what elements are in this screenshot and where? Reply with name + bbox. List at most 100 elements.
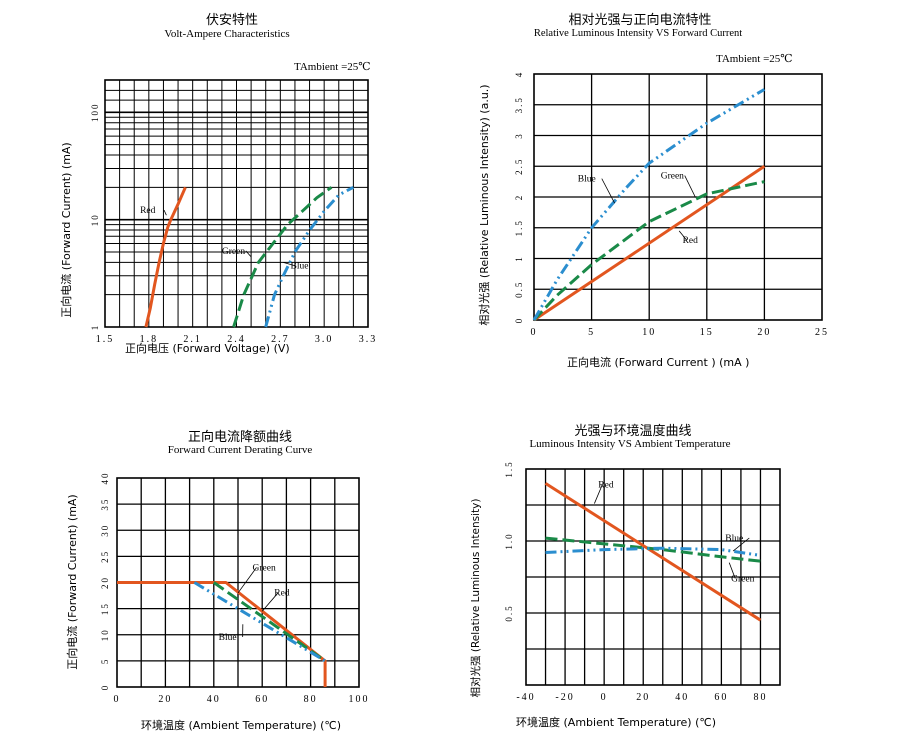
series-line-green [532, 180, 765, 322]
x-tick-label: 3.3 [359, 334, 378, 345]
series-label-red: Red [683, 236, 699, 246]
series-line-red [533, 165, 766, 322]
y-tick-label: 15 [100, 602, 110, 615]
x-tick-label: 0 [601, 692, 608, 703]
x-axis-label: 环境温度 (Ambient Temperature) (℃) [141, 718, 341, 732]
callout-leader [245, 250, 252, 258]
x-tick-label: 10 [642, 327, 656, 338]
x-axis-label: 正向电流 (Forward Current ) (mA ) [567, 355, 749, 369]
x-tick-label: 3.0 [315, 334, 334, 345]
chart-title-en: Luminous Intensity VS Ambient Temperatur… [529, 438, 730, 450]
y-tick-label: 2 [514, 194, 524, 201]
callout-leader [684, 175, 696, 198]
series-line-red [544, 482, 762, 622]
y-tick-label: 40 [100, 472, 110, 485]
callout-leader [283, 261, 295, 266]
callout-leader [728, 562, 736, 579]
x-tick-label: 60 [255, 694, 269, 705]
y-axis-label: 相对光强 (Relative Luminous Intensity) [469, 499, 482, 698]
y-tick-label: 10 [100, 628, 110, 641]
series-label-green: Green [253, 563, 276, 573]
y-tick-label: 0 [100, 684, 110, 691]
x-tick-label: 25 [815, 327, 829, 338]
chart-title-cn: 正向电流降额曲线 [188, 429, 292, 445]
chart-title-cn: 伏安特性 [206, 13, 258, 28]
x-tick-label: -40 [516, 692, 535, 703]
x-tick-label: 2.4 [227, 334, 246, 345]
y-tick-label: 25 [100, 550, 110, 563]
x-tick-label: 100 [349, 694, 370, 705]
chart-title-en: Volt-Ampere Characteristics [164, 28, 289, 40]
x-tick-label: 0 [531, 327, 538, 338]
y-tick-label: 0.5 [514, 281, 524, 298]
y-tick-label: 1.5 [504, 460, 514, 477]
series-line-red [117, 581, 327, 687]
series-label-blue: Blue [219, 633, 237, 643]
y-tick-label: 3 [514, 132, 524, 139]
y-tick-label: 100 [90, 103, 100, 123]
y-tick-label: 0 [514, 317, 524, 324]
chart-volt-ampere: 伏安特性 Volt-Ampere Characteristics TAmbien… [59, 13, 378, 355]
callout-leader [261, 592, 279, 612]
y-axis-label: 相对光强 (Relative Luminous Intensity) (a.u.… [477, 84, 491, 325]
x-tick-label: 2.7 [271, 334, 290, 345]
x-tick-label: 40 [675, 692, 689, 703]
x-tick-label: 40 [207, 694, 221, 705]
y-tick-label: 20 [100, 576, 110, 589]
ambient-annotation: TAmbient =25℃ [294, 61, 371, 73]
x-tick-label: -20 [555, 692, 574, 703]
y-tick-label: 35 [100, 498, 110, 511]
y-axis-label: 正向电流 (Forward Current) (mA) [59, 142, 73, 317]
callout-leader [237, 567, 257, 594]
series-label-red: Red [274, 589, 290, 599]
series-line-green [232, 186, 333, 328]
series-label-blue: Blue [578, 175, 596, 185]
y-tick-label: 2.5 [514, 158, 524, 175]
x-tick-label: 20 [158, 694, 172, 705]
callout-leader [163, 209, 167, 216]
x-tick-label: 5 [588, 327, 595, 338]
x-tick-label: 20 [757, 327, 771, 338]
callout-leader [594, 484, 603, 504]
y-axis-label: 正向电流 (Forward Current) (mA) [65, 494, 79, 669]
x-tick-label: 1.8 [140, 334, 159, 345]
chart-intensity-vs-temperature: 光强与环境温度曲线 Luminous Intensity VS Ambient … [469, 423, 781, 729]
y-tick-label: 10 [90, 213, 100, 226]
x-axis-label: 正向电压 (Forward Voltage) (V) [125, 341, 290, 355]
y-tick-label: 4 [514, 71, 524, 78]
series-line-blue [532, 88, 766, 321]
ambient-annotation: TAmbient =25℃ [716, 53, 793, 65]
x-axis-label: 环境温度 (Ambient Temperature) (℃) [516, 715, 716, 729]
x-tick-label: 1.5 [96, 334, 115, 345]
y-tick-label: 1 [514, 255, 524, 262]
x-tick-label: 0 [114, 694, 121, 705]
y-tick-label: 5 [100, 658, 110, 665]
chart-luminous-intensity: 相对光强与正向电流特性 Relative Luminous Intensity … [477, 12, 829, 369]
series-line-green [212, 581, 326, 663]
x-tick-label: 2.1 [183, 334, 202, 345]
y-tick-label: 3.5 [514, 96, 524, 113]
x-tick-label: 80 [304, 694, 318, 705]
series-line-green [545, 536, 761, 563]
x-tick-label: 20 [636, 692, 650, 703]
y-tick-label: 1 [90, 324, 100, 331]
y-tick-label: 1.5 [514, 219, 524, 236]
series-label-blue: Blue [291, 262, 309, 272]
chart-title-en: Relative Luminous Intensity VS Forward C… [534, 28, 742, 39]
series-label-red: Red [140, 206, 156, 216]
series-line-blue [193, 581, 326, 663]
chart-title-en: Forward Current Derating Curve [168, 444, 313, 456]
chart-title-cn: 相对光强与正向电流特性 [568, 12, 711, 28]
chart-derating-curve: 正向电流降额曲线 Forward Current Derating Curve … [65, 429, 370, 732]
series-line-blue [545, 546, 761, 557]
callout-leader [732, 537, 750, 552]
series-line-red [144, 186, 187, 328]
y-tick-label: 0.5 [504, 604, 514, 621]
series-label-red: Red [598, 481, 614, 491]
y-tick-label: 1.0 [504, 532, 514, 549]
x-tick-label: 60 [714, 692, 728, 703]
series-label-green: Green [222, 247, 245, 257]
series-line-blue [264, 185, 355, 328]
callout-leader [678, 230, 687, 241]
x-tick-label: 80 [753, 692, 767, 703]
